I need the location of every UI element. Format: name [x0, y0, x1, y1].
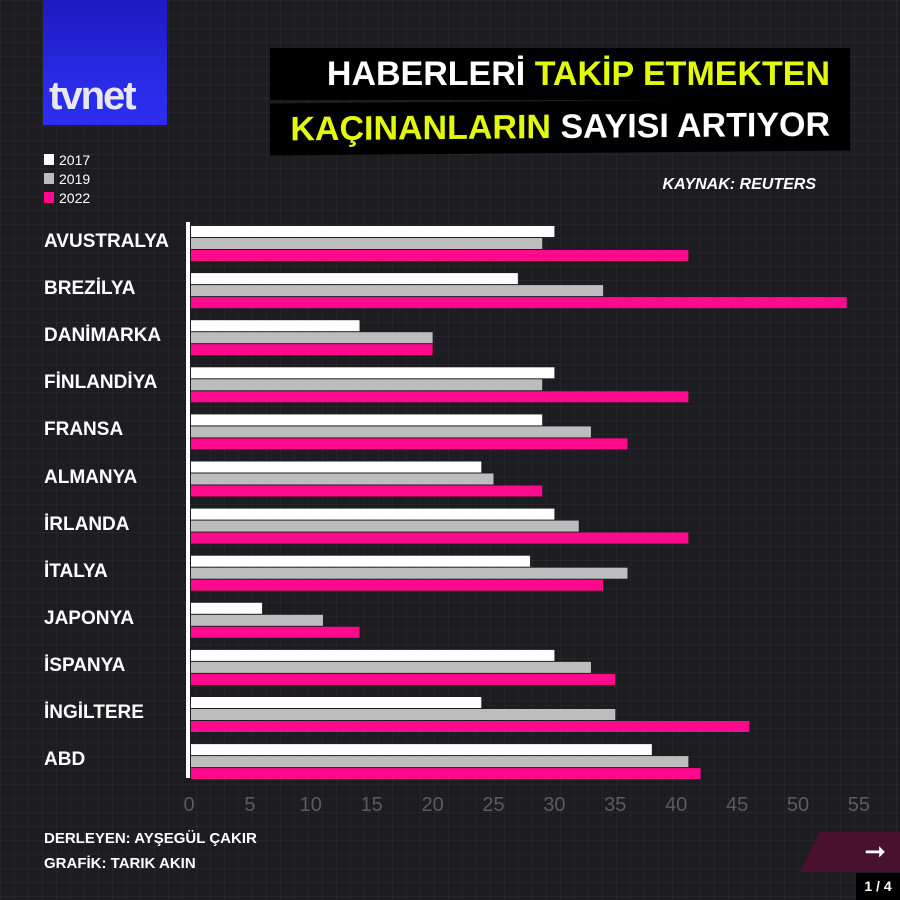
- legend-label: 2022: [59, 189, 91, 206]
- legend-item: 2022: [44, 188, 90, 207]
- category-label: ALMANYA: [44, 466, 138, 488]
- category-label: İRLANDA: [44, 513, 130, 535]
- x-tick-label: 50: [786, 794, 810, 816]
- bar-2017: [191, 273, 518, 285]
- y-axis-line: [186, 222, 190, 778]
- bar-2022: [191, 626, 360, 638]
- category-label: DANİMARKA: [44, 325, 162, 347]
- bar-2017: [191, 367, 555, 379]
- legend: 2017 2019 2022: [44, 150, 90, 207]
- logo-text: tvnet: [49, 74, 137, 118]
- category-label: JAPONYA: [44, 607, 135, 629]
- bar-2019: [191, 567, 628, 579]
- bar-2022: [191, 485, 543, 497]
- bar-2022: [191, 297, 847, 309]
- category-label: ABD: [44, 749, 86, 771]
- category-label: İNGİLTERE: [44, 702, 144, 723]
- compiler-credit: DERLEYEN: AYŞEGÜL ÇAKIR: [44, 830, 257, 847]
- x-tick-label: 10: [299, 794, 322, 816]
- category-label: AVUSTRALYA: [44, 231, 169, 252]
- x-tick-label: 25: [482, 794, 505, 816]
- legend-swatch: [44, 154, 54, 165]
- bar-2022: [191, 391, 689, 403]
- x-tick-label: 5: [244, 794, 256, 816]
- legend-swatch: [44, 192, 54, 203]
- bar-2017: [191, 320, 360, 332]
- bar-2019: [191, 426, 591, 438]
- bar-2019: [191, 379, 543, 391]
- bar-2017: [191, 744, 652, 756]
- bar-2019: [191, 756, 689, 768]
- bar-2022: [191, 673, 616, 685]
- arrow-right-icon: ➞: [864, 836, 886, 866]
- x-tick-label: 35: [604, 794, 627, 816]
- category-label: FİNLANDİYA: [44, 372, 158, 394]
- legend-item: 2019: [44, 169, 90, 188]
- bar-2017: [191, 555, 531, 567]
- title-line-1: HABERLERİ TAKİP ETMEKTEN: [270, 48, 850, 100]
- bar-2019: [191, 614, 323, 626]
- legend-swatch: [44, 173, 54, 184]
- category-label: İTALYA: [44, 560, 108, 582]
- bar-2017: [191, 697, 482, 708]
- bar-2022: [191, 438, 628, 450]
- legend-label: 2017: [59, 151, 91, 168]
- bar-2022: [191, 768, 701, 780]
- graphic-credit: GRAFİK: TARIK AKIN: [44, 855, 196, 872]
- bar-2019: [191, 661, 591, 673]
- bar-2022: [191, 532, 689, 544]
- bar-2017: [191, 226, 555, 237]
- bar-2017: [191, 414, 543, 426]
- x-tick-label: 20: [421, 794, 444, 816]
- bar-2017: [191, 602, 263, 614]
- bar-2019: [191, 238, 543, 249]
- bar-2019: [191, 520, 579, 532]
- x-tick-label: 30: [543, 794, 566, 816]
- bar-2019: [191, 332, 433, 344]
- source-label: KAYNAK: REUTERS: [662, 176, 816, 193]
- page-indicator: 1 / 4: [856, 873, 900, 900]
- bar-2019: [191, 473, 494, 485]
- bar-2019: [191, 709, 616, 720]
- legend-label: 2019: [59, 170, 91, 187]
- bar-2022: [191, 721, 750, 732]
- x-tick-label: 15: [360, 794, 383, 816]
- bar-2017: [191, 649, 555, 661]
- title-highlight-1: TAKİP ETMEKTEN: [534, 55, 830, 93]
- legend-item: 2017: [44, 150, 90, 169]
- next-button[interactable]: ➞: [800, 832, 900, 872]
- bar-2017: [191, 461, 482, 473]
- x-tick-label: 40: [665, 794, 688, 816]
- bar-2022: [191, 579, 604, 591]
- bar-2022: [191, 344, 433, 356]
- category-label: FRANSA: [44, 419, 124, 441]
- bar-2019: [191, 285, 604, 297]
- x-tick-label: 55: [847, 794, 871, 816]
- category-label: İSPANYA: [44, 654, 126, 676]
- category-label: BREZİLYA: [44, 278, 136, 300]
- x-tick-label: 0: [183, 794, 195, 816]
- tvnet-logo: tvnet: [43, 0, 167, 125]
- bar-2017: [191, 508, 555, 520]
- title-white-1: HABERLERİ: [326, 55, 526, 93]
- bar-2022: [191, 250, 689, 261]
- x-tick-label: 45: [725, 794, 749, 816]
